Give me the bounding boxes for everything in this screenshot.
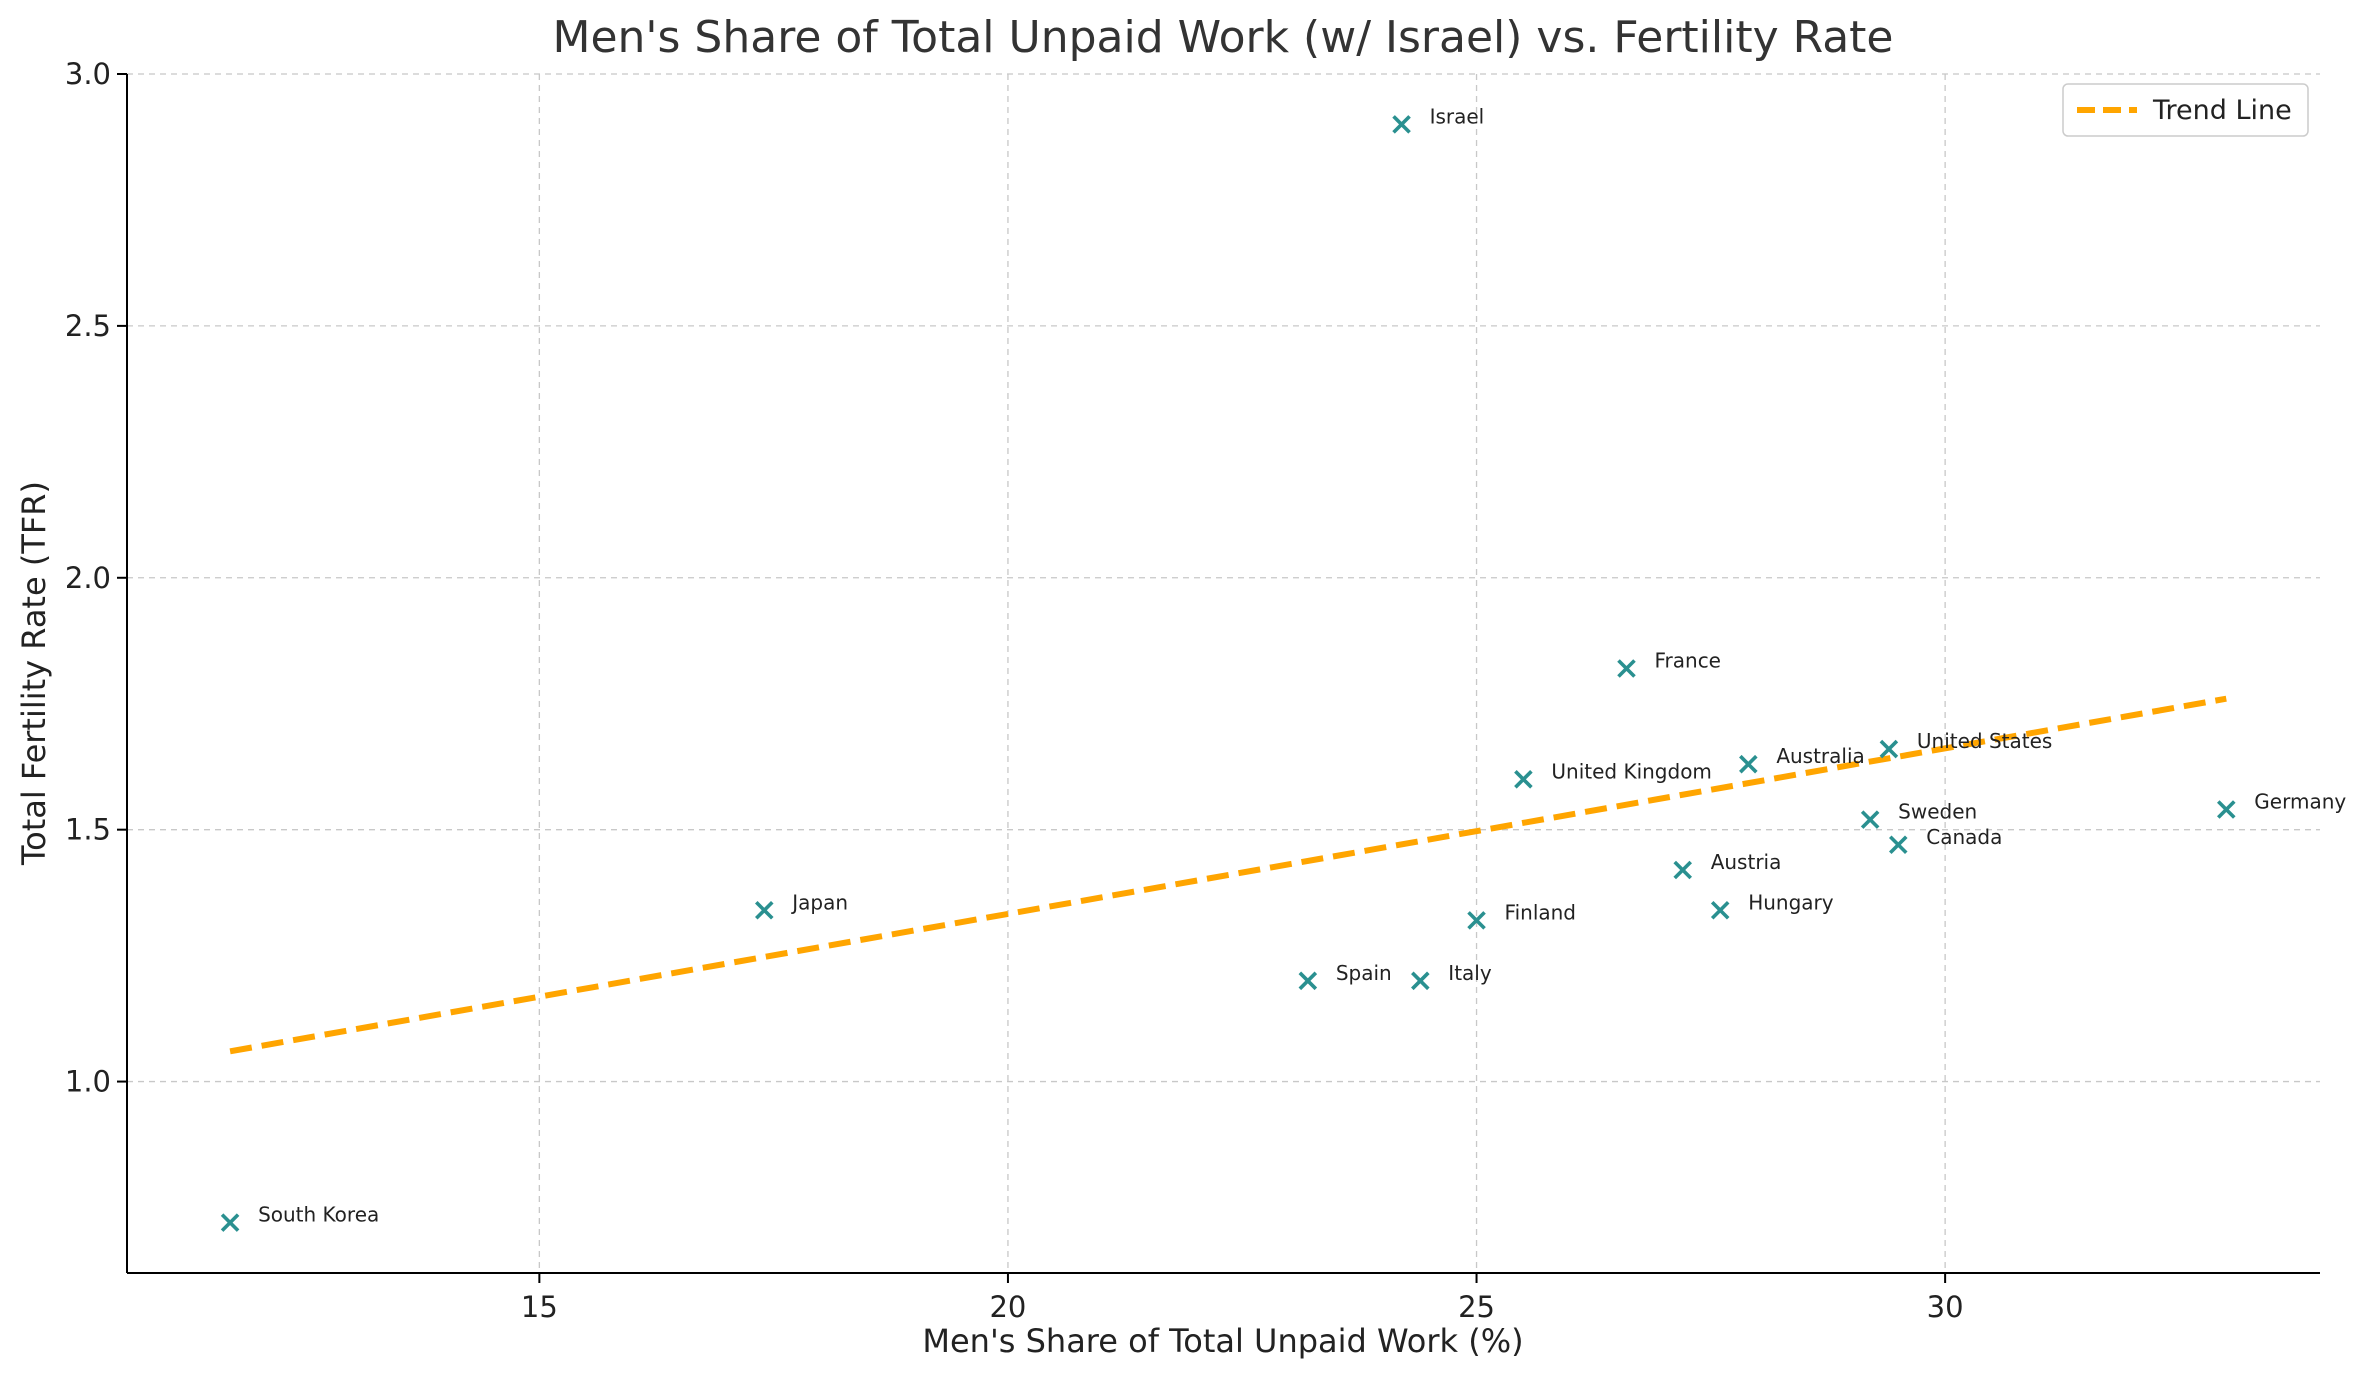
x-marker-stroke bbox=[2217, 800, 2236, 819]
data-point: Finland bbox=[1467, 900, 1576, 930]
x-marker-stroke bbox=[1392, 115, 1411, 134]
y-tick-label: 1.0 bbox=[65, 1065, 111, 1099]
ticks: 15 20 25 30 1.0 1.5 2.0 2.5 3.0 bbox=[65, 57, 1964, 1324]
x-marker-stroke bbox=[1411, 971, 1430, 991]
point-label: Canada bbox=[1926, 825, 2002, 849]
point-label: France bbox=[1654, 648, 1721, 672]
points-layer: South Korea Japan Spain Israel Italy Finland U… bbox=[220, 104, 2346, 1232]
point-label: Israel bbox=[1430, 104, 1485, 128]
point-label: Hungary bbox=[1748, 890, 1834, 914]
x-tick-label: 25 bbox=[1458, 1290, 1495, 1324]
y-tick-label: 3.0 bbox=[65, 57, 111, 91]
point-label: Sweden bbox=[1898, 800, 1977, 824]
legend: Trend Line bbox=[2062, 83, 2309, 137]
point-label: United States bbox=[1917, 729, 2052, 753]
x-axis-label: Men's Share of Total Unpaid Work (%) bbox=[922, 1322, 1523, 1360]
x-marker-stroke bbox=[1739, 754, 1758, 774]
data-point: Sweden bbox=[1860, 800, 1977, 829]
data-point: Australia bbox=[1739, 744, 1865, 774]
data-point: South Korea bbox=[220, 1203, 379, 1232]
x-marker-stroke bbox=[1514, 770, 1533, 789]
y-tick-label: 2.5 bbox=[65, 309, 111, 343]
data-point: United States bbox=[1879, 729, 2052, 759]
data-point: Israel bbox=[1392, 104, 1485, 134]
data-point: Canada bbox=[1888, 825, 2002, 855]
point-label: Spain bbox=[1336, 961, 1392, 985]
data-point: Austria bbox=[1673, 850, 1782, 880]
point-label: South Korea bbox=[258, 1203, 379, 1227]
trend-line bbox=[229, 695, 2227, 1055]
data-point: Italy bbox=[1411, 961, 1492, 991]
x-tick-label: 15 bbox=[521, 1290, 558, 1324]
x-tick-label: 20 bbox=[989, 1290, 1026, 1324]
data-point: France bbox=[1617, 648, 1721, 678]
x-marker-stroke bbox=[220, 1213, 240, 1232]
x-marker-stroke bbox=[1467, 911, 1486, 930]
axes bbox=[126, 74, 2320, 1274]
legend-box bbox=[2062, 83, 2309, 137]
data-point: Germany bbox=[2217, 790, 2346, 819]
y-axis-label: Total Fertility Rate (TFR) bbox=[15, 481, 53, 866]
point-label: Australia bbox=[1776, 744, 1864, 768]
data-point: Hungary bbox=[1710, 890, 1834, 920]
x-tick-label: 30 bbox=[1927, 1290, 1964, 1324]
point-label: Germany bbox=[2254, 790, 2346, 814]
chart-title: Men's Share of Total Unpaid Work (w/ Isr… bbox=[552, 12, 1893, 63]
y-tick-label: 1.5 bbox=[65, 813, 111, 847]
x-marker-stroke bbox=[1879, 739, 1899, 759]
trend-layer bbox=[229, 695, 2227, 1055]
point-label: Austria bbox=[1711, 850, 1782, 874]
x-marker-stroke bbox=[755, 901, 774, 920]
grid bbox=[127, 73, 2320, 1273]
data-point: United Kingdom bbox=[1514, 759, 1712, 789]
point-label: United Kingdom bbox=[1551, 759, 1712, 783]
x-marker-stroke bbox=[1673, 860, 1692, 880]
point-label: Italy bbox=[1448, 961, 1492, 985]
x-marker-stroke bbox=[1617, 659, 1636, 678]
legend-trend-label: Trend Line bbox=[2152, 95, 2292, 126]
x-marker-stroke bbox=[1860, 810, 1880, 829]
y-tick-label: 2.0 bbox=[65, 561, 111, 595]
x-marker-stroke bbox=[1710, 901, 1730, 920]
x-marker-stroke bbox=[1298, 971, 1318, 991]
data-point: Spain bbox=[1298, 961, 1392, 991]
point-label: Finland bbox=[1505, 900, 1576, 924]
data-point: Japan bbox=[755, 890, 848, 920]
point-label: Japan bbox=[790, 890, 848, 914]
x-marker-stroke bbox=[1888, 835, 1908, 855]
